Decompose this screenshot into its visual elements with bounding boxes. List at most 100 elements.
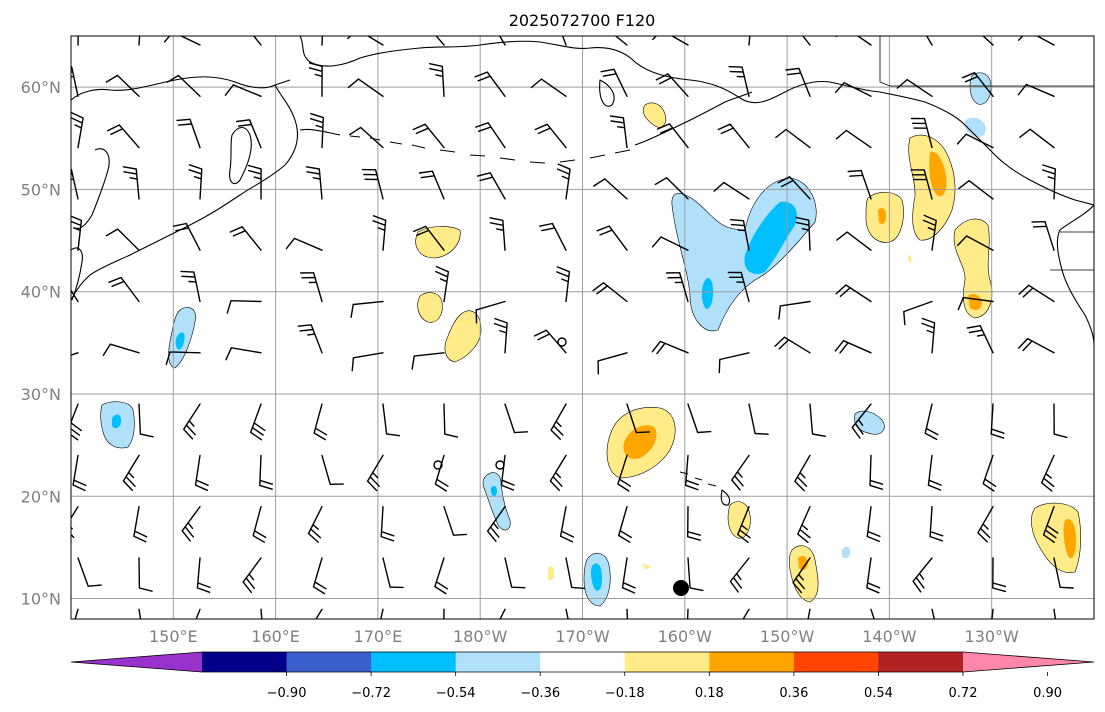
storm-marker bbox=[673, 580, 689, 596]
wind-barb bbox=[428, 63, 445, 97]
wind-barb bbox=[684, 454, 699, 491]
wind-barb bbox=[718, 352, 750, 374]
shade-light-yellow bbox=[642, 102, 667, 128]
wind-barb bbox=[956, 133, 994, 149]
wind-barb bbox=[729, 219, 750, 251]
colorbar: −0.90 −0.72 −0.54 −0.36 −0.18 0.18 0.36 0.54 0.7… bbox=[70, 651, 1095, 701]
wind-barb bbox=[74, 608, 79, 619]
latitude-label: 30°N bbox=[21, 385, 61, 404]
wind-barb bbox=[183, 403, 201, 440]
wind-barb bbox=[418, 170, 445, 200]
wind-barb bbox=[957, 296, 994, 311]
wind-barb bbox=[347, 78, 384, 97]
wind-barb bbox=[105, 74, 140, 97]
wind-barb bbox=[252, 36, 262, 46]
wind-barb bbox=[122, 166, 140, 200]
wind-barb bbox=[247, 164, 262, 200]
wind-barb bbox=[870, 608, 875, 619]
wind-barb bbox=[498, 36, 506, 46]
shade-blue bbox=[701, 278, 714, 309]
wind-barb bbox=[347, 36, 384, 46]
map-frame bbox=[70, 35, 1095, 620]
wind-barb bbox=[180, 270, 201, 303]
colorbar-extend-low bbox=[71, 652, 202, 672]
wind-barb bbox=[990, 403, 1005, 439]
shade-orange bbox=[623, 425, 657, 459]
wind-barb bbox=[105, 228, 140, 251]
wind-barb bbox=[958, 180, 994, 200]
wind-barb bbox=[687, 506, 701, 541]
wind-barb bbox=[626, 403, 650, 434]
wind-barb bbox=[593, 178, 628, 200]
wind-barb bbox=[652, 36, 689, 46]
colorbar-tick-label: −0.54 bbox=[436, 686, 476, 701]
wind-barb bbox=[71, 66, 79, 97]
wind-barb bbox=[727, 271, 750, 303]
wind-barb bbox=[77, 557, 102, 587]
wind-barb bbox=[1019, 128, 1055, 149]
wind-barb bbox=[737, 506, 751, 543]
wind-barb bbox=[435, 36, 445, 46]
colorbar-tick-label: 0.90 bbox=[1033, 686, 1062, 701]
shade-orange bbox=[878, 208, 886, 224]
shade-blue bbox=[175, 332, 185, 350]
wind-barb bbox=[382, 557, 404, 589]
colorbar-tick-label: 0.18 bbox=[695, 686, 724, 701]
wind-barb bbox=[617, 454, 632, 492]
wind-barb bbox=[196, 557, 211, 593]
wind-barb bbox=[412, 123, 445, 149]
shade-light-yellow bbox=[444, 310, 482, 363]
wind-barb bbox=[434, 557, 449, 595]
colorbar-segment bbox=[286, 652, 372, 672]
wind-barb bbox=[731, 454, 750, 491]
wind-barb bbox=[929, 506, 944, 542]
calm-circle bbox=[433, 460, 443, 470]
colorbar-segment bbox=[202, 652, 288, 672]
wind-barb bbox=[866, 557, 881, 594]
wind-barb bbox=[299, 272, 323, 303]
wind-barb bbox=[777, 176, 811, 200]
wind-barb bbox=[991, 608, 994, 619]
wind-barb bbox=[530, 78, 567, 97]
wind-barb bbox=[71, 111, 84, 149]
colorbar-segment bbox=[371, 652, 457, 672]
wind-barb bbox=[181, 506, 201, 542]
colorbar-tick-label: −0.36 bbox=[520, 686, 560, 701]
wind-barb bbox=[927, 454, 942, 491]
wind-barb bbox=[626, 608, 629, 619]
wind-barb bbox=[312, 557, 327, 595]
wind-barb bbox=[596, 225, 628, 251]
border-alaska-canada bbox=[879, 36, 1094, 87]
colorbar-segment bbox=[793, 652, 879, 672]
coastline-alaska bbox=[299, 36, 881, 104]
map-area bbox=[71, 36, 1094, 619]
coastline-aleutians bbox=[299, 128, 631, 164]
wind-barb bbox=[380, 608, 384, 619]
wind-barb bbox=[305, 166, 323, 200]
coastline-hawaii bbox=[679, 471, 731, 506]
colorbar-segment bbox=[624, 652, 710, 672]
shade-blue bbox=[112, 414, 122, 429]
wind-barb bbox=[1031, 220, 1055, 251]
wind-barb bbox=[686, 608, 689, 619]
map-title: 2025072700 F120 bbox=[509, 11, 656, 30]
shade-light-yellow bbox=[642, 564, 652, 570]
wind-barb bbox=[225, 347, 262, 361]
wind-barb bbox=[925, 36, 933, 46]
colorbar-segment bbox=[878, 652, 964, 672]
wind-barb bbox=[910, 169, 933, 200]
latitude-label: 50°N bbox=[21, 180, 61, 199]
wind-barb bbox=[351, 352, 384, 372]
wind-barb bbox=[71, 168, 79, 200]
wind-barb bbox=[785, 67, 811, 97]
wind-barb bbox=[122, 454, 140, 492]
latitude-label: 40°N bbox=[21, 283, 61, 302]
wind-barb bbox=[597, 352, 628, 375]
wind-barb bbox=[493, 317, 508, 354]
wind-barbs bbox=[71, 36, 1074, 619]
coastline-bristol bbox=[599, 79, 615, 107]
colorbar-tick-label: 0.36 bbox=[779, 686, 808, 701]
wind-barb bbox=[252, 506, 267, 543]
wind-barb bbox=[792, 557, 811, 594]
wind-barb bbox=[713, 181, 750, 200]
